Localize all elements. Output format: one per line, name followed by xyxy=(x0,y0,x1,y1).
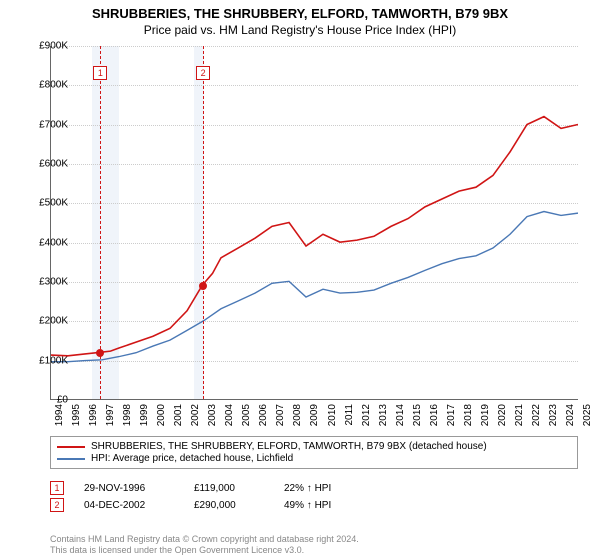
x-axis-label: 2024 xyxy=(565,404,576,426)
legend-row-hpi: HPI: Average price, detached house, Lich… xyxy=(57,453,571,464)
x-axis-label: 2007 xyxy=(275,404,286,426)
x-axis-label: 2019 xyxy=(480,404,491,426)
series-property xyxy=(51,117,578,356)
x-axis-label: 2010 xyxy=(327,404,338,426)
y-axis-label: £400K xyxy=(24,237,68,248)
chart-container: SHRUBBERIES, THE SHRUBBERY, ELFORD, TAMW… xyxy=(0,0,600,560)
event-marker-1: 1 xyxy=(50,481,64,495)
x-axis-label: 2012 xyxy=(361,404,372,426)
x-axis-label: 2025 xyxy=(582,404,593,426)
x-axis-label: 2011 xyxy=(344,404,355,426)
x-axis-label: 2001 xyxy=(173,404,184,426)
footnote-line1: Contains HM Land Registry data © Crown c… xyxy=(50,534,578,545)
x-axis-label: 1996 xyxy=(88,404,99,426)
y-axis-label: £900K xyxy=(24,41,68,52)
x-axis-label: 2016 xyxy=(429,404,440,426)
x-axis-label: 1995 xyxy=(71,404,82,426)
chart-svg xyxy=(51,46,578,399)
marker-box-1: 1 xyxy=(93,66,107,80)
footnote-line2: This data is licensed under the Open Gov… xyxy=(50,545,578,556)
x-axis-label: 2000 xyxy=(156,404,167,426)
event-delta-2: 49% ↑ HPI xyxy=(284,500,331,511)
event-row-2: 2 04-DEC-2002 £290,000 49% ↑ HPI xyxy=(50,498,578,512)
x-axis-label: 2008 xyxy=(292,404,303,426)
y-axis-label: £700K xyxy=(24,119,68,130)
legend-swatch-hpi xyxy=(57,458,85,460)
x-axis-label: 2002 xyxy=(190,404,201,426)
legend-label-hpi: HPI: Average price, detached house, Lich… xyxy=(91,453,293,464)
marker-line-1 xyxy=(100,46,101,399)
x-axis-label: 2014 xyxy=(395,404,406,426)
x-axis-label: 2021 xyxy=(514,404,525,426)
y-axis-label: £200K xyxy=(24,316,68,327)
chart-plot-area: 12 xyxy=(50,46,578,400)
chart-title-address: SHRUBBERIES, THE SHRUBBERY, ELFORD, TAMW… xyxy=(10,6,590,21)
y-axis-label: £500K xyxy=(24,198,68,209)
x-axis-label: 1998 xyxy=(122,404,133,426)
x-axis-label: 1997 xyxy=(105,404,116,426)
legend-box: SHRUBBERIES, THE SHRUBBERY, ELFORD, TAMW… xyxy=(50,436,578,469)
legend-swatch-property xyxy=(57,446,85,448)
event-price-1: £119,000 xyxy=(194,483,264,494)
event-marker-2: 2 xyxy=(50,498,64,512)
x-axis-label: 2013 xyxy=(378,404,389,426)
marker-line-2 xyxy=(203,46,204,399)
series-hpi xyxy=(51,212,578,362)
marker-box-2: 2 xyxy=(196,66,210,80)
events-table: 1 29-NOV-1996 £119,000 22% ↑ HPI 2 04-DE… xyxy=(50,478,578,515)
y-axis-label: £600K xyxy=(24,159,68,170)
x-axis-label: 2018 xyxy=(463,404,474,426)
x-axis-label: 2005 xyxy=(241,404,252,426)
marker-dot-2 xyxy=(199,282,207,290)
footnote: Contains HM Land Registry data © Crown c… xyxy=(50,534,578,556)
x-axis-label: 2022 xyxy=(531,404,542,426)
x-axis-label: 2020 xyxy=(497,404,508,426)
y-axis-label: £300K xyxy=(24,277,68,288)
x-axis-label: 2004 xyxy=(224,404,235,426)
x-axis-label: 2015 xyxy=(412,404,423,426)
event-date-1: 29-NOV-1996 xyxy=(84,483,174,494)
legend-label-property: SHRUBBERIES, THE SHRUBBERY, ELFORD, TAMW… xyxy=(91,441,487,452)
event-delta-1: 22% ↑ HPI xyxy=(284,483,331,494)
title-block: SHRUBBERIES, THE SHRUBBERY, ELFORD, TAMW… xyxy=(0,0,600,39)
x-axis-label: 2009 xyxy=(309,404,320,426)
x-axis-label: 2017 xyxy=(446,404,457,426)
x-axis-label: 1994 xyxy=(54,404,65,426)
chart-subtitle: Price paid vs. HM Land Registry's House … xyxy=(10,23,590,37)
x-axis-label: 2023 xyxy=(548,404,559,426)
x-axis-label: 1999 xyxy=(139,404,150,426)
x-axis-label: 2006 xyxy=(258,404,269,426)
marker-dot-1 xyxy=(96,349,104,357)
y-axis-label: £800K xyxy=(24,80,68,91)
legend-row-property: SHRUBBERIES, THE SHRUBBERY, ELFORD, TAMW… xyxy=(57,441,571,452)
x-axis-label: 2003 xyxy=(207,404,218,426)
event-date-2: 04-DEC-2002 xyxy=(84,500,174,511)
y-axis-label: £100K xyxy=(24,355,68,366)
event-price-2: £290,000 xyxy=(194,500,264,511)
event-row-1: 1 29-NOV-1996 £119,000 22% ↑ HPI xyxy=(50,481,578,495)
